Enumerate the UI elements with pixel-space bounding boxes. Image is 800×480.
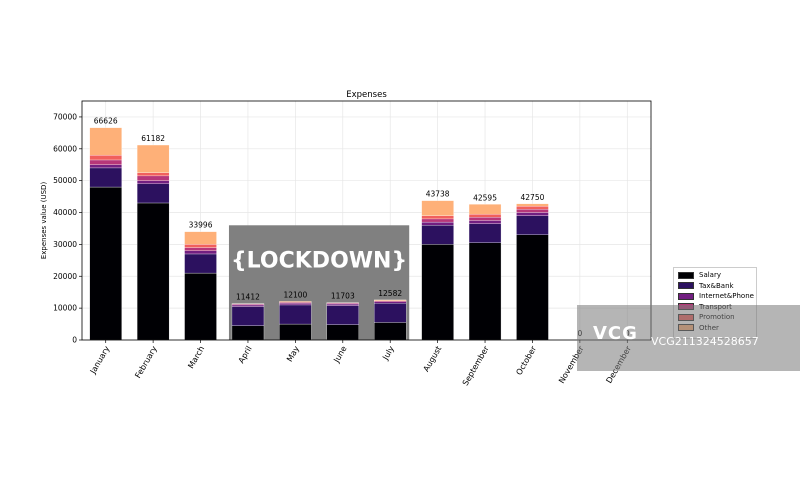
x-tick-label-june: June <box>332 344 349 365</box>
bar-transport-september <box>468 217 502 221</box>
x-tick-label-september: September <box>461 344 491 387</box>
x-tick-label-august: August <box>422 345 444 374</box>
x-tick-label-may: May <box>285 344 301 363</box>
bar-internet-phone-october <box>516 212 549 216</box>
bar-salary-july <box>374 322 407 341</box>
y-tick-label: 50000 <box>53 176 77 185</box>
bar-transport-march <box>184 247 217 251</box>
bar-salary-august <box>421 244 454 341</box>
bar-other-october <box>516 203 549 207</box>
bar-tax-bank-march <box>184 253 217 274</box>
total-label-april: 11412 <box>236 293 260 302</box>
bar-transport-february <box>136 175 170 181</box>
y-tick-label: 60000 <box>53 144 77 153</box>
bar-salary-october <box>516 234 549 341</box>
bar-promotion-march <box>184 244 217 248</box>
bar-tax-bank-may <box>279 304 312 325</box>
bar-internet-phone-january <box>89 164 122 169</box>
total-label-august: 43738 <box>426 190 450 199</box>
total-label-october: 42750 <box>521 193 545 202</box>
legend-entry: Salary <box>674 270 756 281</box>
bar-salary-june <box>326 324 359 341</box>
bar-other-july <box>374 299 407 301</box>
x-tick-label-february: February <box>133 344 159 379</box>
legend-label: Salary <box>699 271 721 280</box>
bar-other-february <box>136 144 170 173</box>
bar-tax-bank-february <box>136 183 170 204</box>
bar-internet-phone-august <box>421 221 454 226</box>
bar-internet-phone-april <box>231 304 265 307</box>
y-tick-label: 30000 <box>53 240 77 249</box>
bar-promotion-january <box>89 155 122 161</box>
bar-salary-february <box>136 202 170 341</box>
legend-label: Internet&Phone <box>699 292 754 301</box>
legend-swatch <box>678 282 694 290</box>
x-tick-label-april: April <box>237 345 254 365</box>
bar-promotion-february <box>136 172 170 177</box>
bar-promotion-september <box>468 213 502 218</box>
bar-tax-bank-june <box>326 305 359 325</box>
bar-tax-bank-september <box>468 223 502 243</box>
legend-label: Tax&Bank <box>699 281 734 290</box>
bar-internet-phone-july <box>374 301 407 304</box>
bar-salary-april <box>231 325 265 341</box>
bar-tax-bank-january <box>89 167 122 188</box>
total-label-may: 12100 <box>283 290 307 299</box>
bar-internet-phone-september <box>468 220 502 224</box>
y-tick-label: 40000 <box>53 208 77 217</box>
bar-salary-september <box>468 242 502 341</box>
bar-internet-phone-may <box>279 303 312 306</box>
y-axis-label: Expenses value (USD) <box>40 182 48 260</box>
bar-other-may <box>279 301 312 303</box>
legend-entry: Internet&Phone <box>674 291 756 302</box>
bar-transport-august <box>421 218 454 223</box>
x-tick-label-march: March <box>186 345 206 371</box>
bar-tax-bank-october <box>516 215 549 235</box>
bar-salary-may <box>279 323 312 341</box>
total-label-september: 42595 <box>473 193 497 202</box>
legend-swatch <box>678 271 694 279</box>
x-tick-label-january: January <box>88 344 112 376</box>
total-label-january: 66626 <box>94 117 118 126</box>
axes-frame <box>81 100 652 341</box>
bar-other-march <box>184 231 217 245</box>
bar-tax-bank-july <box>374 303 407 323</box>
chart-title: Expenses <box>346 90 387 100</box>
y-tick-label: 20000 <box>53 272 77 281</box>
bar-internet-phone-june <box>326 303 359 306</box>
bar-promotion-october <box>516 206 549 210</box>
bar-tax-bank-august <box>421 225 454 245</box>
bar-promotion-august <box>421 215 454 220</box>
total-label-june: 11703 <box>331 292 355 301</box>
bar-tax-bank-april <box>231 306 265 326</box>
watermark-logo: VCG <box>593 323 638 344</box>
bar-transport-january <box>89 159 122 165</box>
lockdown-label: {LOCKDOWN} <box>231 248 407 273</box>
total-label-july: 12582 <box>378 289 402 298</box>
watermark-text: VCG211324528657 <box>651 335 759 348</box>
x-tick-label-october: October <box>514 344 538 377</box>
y-tick-label: 70000 <box>53 112 77 121</box>
bar-transport-october <box>516 209 549 213</box>
y-tick-label: 10000 <box>53 304 77 313</box>
bar-internet-phone-february <box>136 180 170 185</box>
bar-internet-phone-march <box>184 250 217 255</box>
legend-entry: Tax&Bank <box>674 281 756 292</box>
bar-other-january <box>89 127 122 156</box>
bar-other-august <box>421 200 454 216</box>
bar-salary-march <box>184 272 217 341</box>
y-tick-label: 0 <box>72 336 77 345</box>
total-label-march: 33996 <box>189 221 213 230</box>
bar-salary-january <box>89 186 122 341</box>
total-label-february: 61182 <box>141 134 165 143</box>
bar-other-september <box>468 204 502 215</box>
legend-swatch <box>678 292 694 300</box>
watermark: VCG VCG211324528657 <box>577 305 800 371</box>
x-tick-label-july: July <box>380 344 396 362</box>
